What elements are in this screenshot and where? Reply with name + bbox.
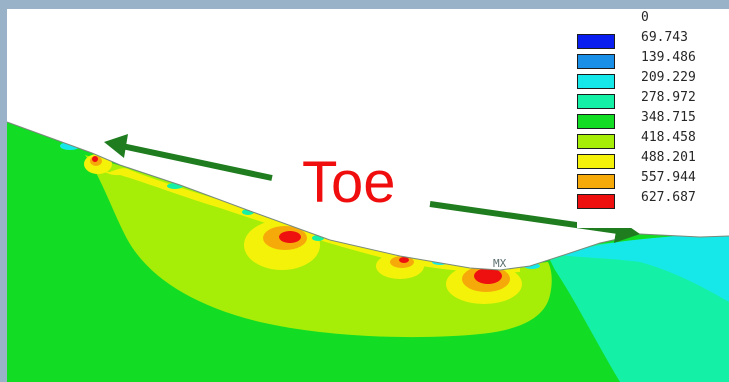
legend-swatch [577,74,615,89]
toe-label: Toe [302,150,396,215]
legend-swatch [577,114,615,129]
left-frame-strip [0,0,7,382]
legend-value: 139.486 [641,50,696,65]
legend-row: 348.715 [577,110,729,130]
legend-value: 418.458 [641,130,696,145]
hotspot-max-red [474,268,502,284]
zone-cyan-right [560,234,729,302]
legend-swatch [577,194,615,209]
legend-swatch [577,54,615,69]
legend-row: 209.229 [577,70,729,90]
legend-row: 278.972 [577,90,729,110]
hotspot-toe-left-red [92,156,98,162]
legend-row: 627.687 [577,190,729,210]
legend-row: 69.743 [577,30,729,50]
legend-swatch [577,94,615,109]
legend-value: 278.972 [641,90,696,105]
legend-swatch [577,134,615,149]
legend-value: 348.715 [641,110,696,125]
legend-row: 418.458 [577,130,729,150]
legend-value: 488.201 [641,150,696,165]
legend-row: 0 [577,10,729,30]
legend-row: 488.201 [577,150,729,170]
contour-legend: 0 69.743 139.486 209.229 278.972 348.715… [577,10,729,228]
hotspot-right-red [399,257,409,263]
legend-swatch [577,174,615,189]
legend-value: 69.743 [641,30,688,45]
legend-swatch [577,154,615,169]
legend-swatch [577,34,615,49]
hotspot-mid-red [279,231,301,243]
legend-row: 139.486 [577,50,729,70]
legend-value: 209.229 [641,70,696,85]
arrow-left-shaft [121,143,273,181]
legend-value: 0 [641,10,649,25]
legend-value: 627.687 [641,190,696,205]
legend-row: 557.944 [577,170,729,190]
legend-value: 557.944 [641,170,696,185]
top-frame-strip [0,0,729,9]
arrow-left-head [104,134,128,158]
zone-mint-band [560,256,729,312]
max-marker-label: MX [493,257,507,270]
